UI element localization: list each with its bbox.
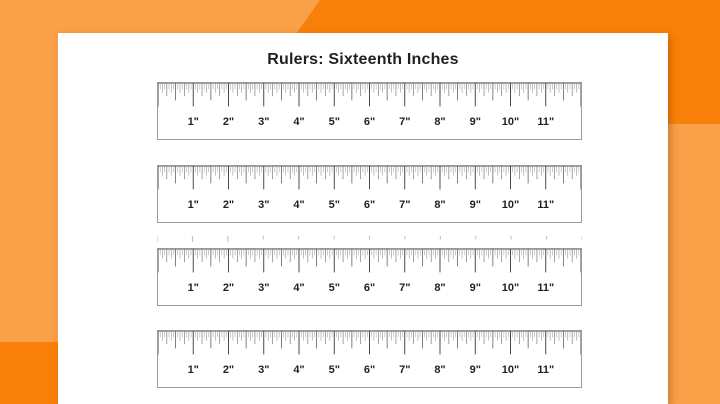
- inch-label-3: 3": [258, 364, 270, 376]
- inch-label-3: 3": [258, 282, 270, 294]
- ruler-tick-strip: [158, 166, 581, 196]
- inch-label-3: 3": [258, 116, 270, 128]
- ruler-label-strip: 1" 2" 3" 4" 5" 6" 7" 8" 9" 10" 11": [158, 279, 581, 305]
- inch-label-5: 5": [328, 364, 340, 376]
- inch-label-1: 1": [187, 364, 199, 376]
- ruler-tick-strip: [158, 83, 581, 113]
- inch-label-7: 7": [399, 116, 411, 128]
- ruler-tick-strip: [158, 249, 581, 279]
- inch-label-7: 7": [399, 364, 411, 376]
- inch-label-4: 4": [293, 199, 305, 211]
- inch-label-11: 11": [537, 282, 555, 294]
- inch-label-4: 4": [293, 364, 305, 376]
- ruler-row-2: 1" 2" 3" 4" 5" 6" 7" 8" 9" 10" 11": [157, 165, 582, 223]
- inch-label-3: 3": [258, 199, 270, 211]
- worksheet-page: Rulers: Sixteenth Inches 1" 2" 3" 4" 5" 6" 7" 8…: [58, 33, 668, 404]
- inch-label-5: 5": [328, 199, 340, 211]
- ruler-label-strip: 1" 2" 3" 4" 5" 6" 7" 8" 9" 10" 11": [158, 361, 581, 387]
- inch-label-10: 10": [501, 282, 520, 294]
- inch-label-8: 8": [434, 116, 446, 128]
- inch-label-8: 8": [434, 199, 446, 211]
- ruler-row-4: 1" 2" 3" 4" 5" 6" 7" 8" 9" 10" 11": [157, 330, 582, 388]
- inch-label-5: 5": [328, 116, 340, 128]
- ruler-row-1: 1" 2" 3" 4" 5" 6" 7" 8" 9" 10" 11": [157, 82, 582, 140]
- cut-line: [157, 236, 582, 242]
- ruler-label-strip: 1" 2" 3" 4" 5" 6" 7" 8" 9" 10" 11": [158, 113, 581, 139]
- ruler-row-3: 1" 2" 3" 4" 5" 6" 7" 8" 9" 10" 11": [157, 248, 582, 306]
- inch-label-2: 2": [222, 282, 235, 294]
- inch-label-4: 4": [293, 282, 305, 294]
- inch-label-9: 9": [469, 282, 481, 294]
- ruler-tick-strip: [158, 331, 581, 361]
- inch-label-9: 9": [469, 199, 481, 211]
- inch-label-6: 6": [363, 282, 376, 294]
- inch-label-10: 10": [501, 199, 520, 211]
- inch-label-2: 2": [222, 199, 235, 211]
- inch-label-10: 10": [501, 116, 520, 128]
- inch-label-2: 2": [222, 116, 235, 128]
- inch-label-6: 6": [363, 199, 376, 211]
- inch-label-9: 9": [469, 116, 481, 128]
- inch-label-11: 11": [537, 199, 555, 211]
- inch-label-9: 9": [469, 364, 481, 376]
- inch-label-2: 2": [222, 364, 235, 376]
- inch-label-1: 1": [187, 199, 199, 211]
- ruler-label-strip: 1" 2" 3" 4" 5" 6" 7" 8" 9" 10" 11": [158, 196, 581, 222]
- inch-label-10: 10": [501, 364, 520, 376]
- inch-label-6: 6": [363, 116, 376, 128]
- page-title: Rulers: Sixteenth Inches: [267, 51, 459, 68]
- inch-label-7: 7": [399, 199, 411, 211]
- inch-label-6: 6": [363, 364, 376, 376]
- inch-label-8: 8": [434, 282, 446, 294]
- inch-label-1: 1": [187, 282, 199, 294]
- inch-label-11: 11": [537, 116, 555, 128]
- background-band-left: [0, 90, 62, 342]
- inch-label-5: 5": [328, 282, 340, 294]
- inch-label-4: 4": [293, 116, 305, 128]
- inch-label-7: 7": [399, 282, 411, 294]
- inch-label-8: 8": [434, 364, 446, 376]
- inch-label-11: 11": [537, 364, 555, 376]
- inch-label-1: 1": [187, 116, 199, 128]
